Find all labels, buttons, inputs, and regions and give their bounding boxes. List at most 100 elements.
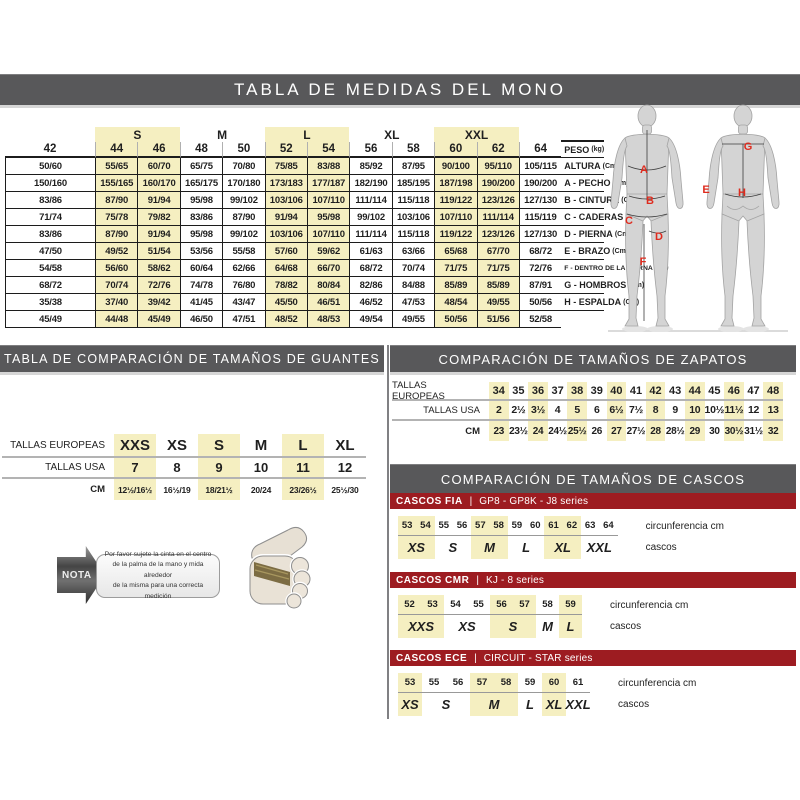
measure-value-cell: 61/63 — [349, 243, 392, 260]
strip-row-label: TALLAS EUROPEAS — [392, 380, 489, 402]
measure-row-label: A - PECHO(Cm) — [561, 175, 628, 192]
measure-value-cell: 71/75 — [476, 260, 519, 277]
helmet-circumference-value: 57 — [471, 516, 490, 536]
helmet-size-value: S — [490, 615, 536, 638]
size-column-header: 54 — [306, 142, 350, 158]
helmet-circumference-value: 56 — [452, 516, 472, 536]
measure-value-cell: 60/70 — [137, 158, 180, 175]
measure-value-cell: 85/89 — [434, 277, 477, 294]
strip-value-cell: 25½ — [567, 421, 587, 441]
measure-name: B - CINTURA — [564, 195, 620, 205]
measure-value-cell: 79/82 — [137, 209, 180, 226]
strip-value-cell: 6 — [586, 401, 607, 421]
measure-value-cell: 84/88 — [391, 277, 435, 294]
helmet-size-value: M — [471, 536, 508, 559]
strip-value-cell: 9 — [198, 458, 240, 479]
helmet-circumference-value: 58 — [494, 673, 518, 693]
measure-name: F - DENTRO DE LA PIERNA — [564, 264, 653, 272]
measure-value-cell: 127/130 — [518, 226, 562, 243]
strip-value-cell: 10 — [240, 458, 282, 479]
measure-value-cell: 72/76 — [137, 277, 180, 294]
strip-row-label: TALLAS USA — [392, 401, 489, 421]
measure-value-cell: 71/74 — [5, 209, 95, 226]
helmet-circumference-value: 60 — [542, 673, 566, 693]
measure-value-cell: 103/106 — [391, 209, 435, 226]
measure-value-cell: 99/102 — [222, 192, 265, 209]
helmet-size-value: L — [559, 615, 582, 638]
measure-row-label: G - HOMBROS(Cm) — [561, 277, 644, 294]
measure-value-cell: 50/60 — [5, 158, 95, 175]
strip-value-cell: 30½ — [724, 421, 744, 441]
helmets-title: COMPARACIÓN DE TAMAÑOS DE CASCOS — [440, 471, 746, 487]
measure-value-cell: 66/70 — [306, 260, 350, 277]
strip-value-cell: 44 — [684, 382, 705, 401]
helmet-section-body: 52 53 54 55 56 57 58 59 XXS XS S M L circunferencia … — [390, 588, 796, 638]
note-line: Por favor sujete la cinta en el centro — [104, 551, 212, 559]
measure-value-cell: 47/53 — [391, 294, 435, 311]
measure-value-cell: 74/78 — [179, 277, 223, 294]
cascos-label: cascos — [610, 621, 642, 632]
strip-value-cell: 41 — [626, 382, 646, 401]
size-column-header: 58 — [391, 142, 435, 158]
measure-value-cell: 37/40 — [95, 294, 138, 311]
separator: | — [476, 574, 479, 586]
helmet-size-value: XL — [542, 693, 566, 716]
measure-name: G - HOMBROS — [564, 280, 627, 290]
strip-value-cell: 45 — [704, 382, 725, 401]
measure-value-cell: 58/62 — [137, 260, 180, 277]
note-bubble: Por favor sujete la cinta en el centro d… — [96, 551, 220, 600]
strip-value-cell: 48 — [763, 382, 783, 401]
measure-value-cell: 87/90 — [95, 226, 138, 243]
strip-value-cell: 28 — [645, 421, 666, 441]
measure-letter-G: G — [744, 141, 753, 153]
measure-value-cell: 103/106 — [264, 226, 307, 243]
page-title-bar: TABLA DE MEDIDAS DEL MONO — [0, 74, 800, 105]
helmet-section-header: CASCOS FIA | GP8 - GP8K - J8 series — [390, 493, 796, 509]
strip-value-cell: 39 — [586, 382, 607, 401]
size-column-header: 52 — [264, 142, 307, 158]
size-group-header: L — [264, 127, 350, 142]
measure-row-label: F - DENTRO DE LA PIERNA(Cm) — [561, 260, 668, 277]
measure-value-cell: 160/170 — [137, 175, 180, 192]
helmet-size-value: XS — [398, 693, 422, 716]
strip-value-cell: 8 — [156, 458, 198, 479]
helmet-circumference-value: 63 — [580, 516, 600, 536]
helmet-size-value: XL — [544, 536, 581, 559]
strip-value-cell: 28½ — [665, 425, 685, 437]
helmet-circumference-value: 58 — [536, 595, 559, 615]
measure-value-cell: 49/52 — [95, 243, 138, 260]
measure-value-cell: 111/114 — [349, 192, 392, 209]
strip-value-cell: 23 — [489, 421, 509, 441]
measure-value-cell: 53/56 — [179, 243, 223, 260]
measure-value-cell: 155/165 — [95, 175, 138, 192]
helmet-circumference-value: 61 — [544, 516, 563, 536]
measure-value-cell: 50/56 — [434, 311, 477, 328]
helmet-size-value: XS — [398, 536, 435, 559]
measure-value-cell: 75/85 — [264, 158, 307, 175]
measure-value-cell: 85/89 — [476, 277, 519, 294]
size-column-header: 44 — [95, 142, 138, 158]
size-group-header: M — [217, 128, 228, 142]
measure-letter-D: D — [655, 231, 663, 243]
helmet-section-body: 53 55 56 57 58 59 60 61 XS S M L XL XXL circunferenci… — [390, 666, 796, 716]
measure-value-cell: 83/86 — [5, 226, 95, 243]
helmet-size-grid: 52 53 54 55 56 57 58 59 XXS XS S M L — [398, 595, 582, 638]
strip-value-cell: 29 — [684, 421, 705, 441]
measure-value-cell: 47/51 — [222, 311, 265, 328]
helmet-size-grid: 53 54 55 56 57 58 59 60 61 62 63 64 XS S M L XL XXL — [398, 516, 618, 559]
table-corner — [5, 127, 95, 142]
helmets-title-bar: COMPARACIÓN DE TAMAÑOS DE CASCOS — [390, 464, 796, 493]
measure-value-cell: 107/110 — [306, 226, 350, 243]
strip-value-cell: 6½ — [606, 401, 627, 421]
measure-value-cell: 47/50 — [5, 243, 95, 260]
strip-value-cell: 18/21½ — [198, 479, 240, 500]
helmet-section-series: KJ - 8 series — [485, 574, 545, 586]
measure-value-cell: 78/82 — [264, 277, 307, 294]
helmet-size-value: L — [526, 697, 534, 712]
measure-value-cell: 49/55 — [391, 311, 435, 328]
strip-value-cell: 23½ — [509, 425, 528, 437]
measure-value-cell: 127/130 — [518, 192, 562, 209]
strip-value-cell: 23/26½ — [282, 479, 324, 500]
helmet-circumference-value: 61 — [566, 673, 590, 693]
size-column-header: 62 — [476, 142, 519, 158]
